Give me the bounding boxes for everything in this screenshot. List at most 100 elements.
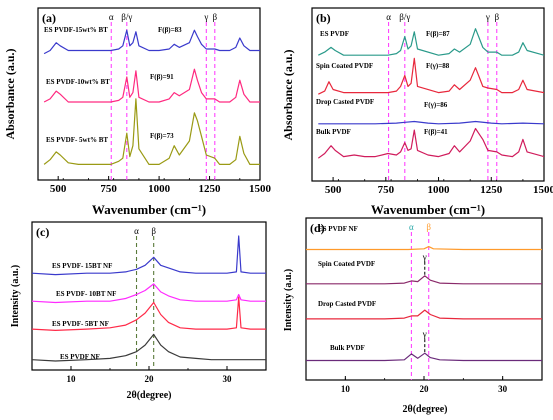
x-tick-label: 1500 <box>249 183 272 195</box>
peak-marker-label: β <box>494 12 499 22</box>
series-line-b-2 <box>318 120 544 125</box>
series-label: Bulk PVDF <box>330 344 365 352</box>
panel-d-series <box>306 246 542 362</box>
panel-a-frame <box>37 7 261 181</box>
series-line-c-2 <box>32 296 266 331</box>
panel-d-xlabel: 2θ(degree) <box>402 404 447 415</box>
peak-marker-label: α <box>109 12 114 22</box>
panel-b-series <box>317 28 544 159</box>
panel-d-peak-markers: α β γ γ <box>409 222 431 380</box>
x-tick-label: 1500 <box>533 184 553 196</box>
panel-c-xlabel: 2θ(degree) <box>126 390 171 401</box>
series-label: ES PVDF- 10BT NF <box>56 290 116 298</box>
panel-a-xticks: 500 750 1000 1250 1500 <box>37 176 272 195</box>
series-label: Drop Casted PVDF <box>316 98 374 106</box>
x-tick-label: 500 <box>325 184 342 196</box>
series-line-b-1 <box>318 57 544 95</box>
panel-d-ylabel: Intensity (a.u.) <box>283 269 294 332</box>
series-line-a-0 <box>43 29 260 55</box>
series-label: ES PVDF-15wt% BT <box>44 26 108 34</box>
peak-marker-label: γ <box>203 12 208 22</box>
peak-marker-label: β/γ <box>121 12 132 22</box>
series-line-d-0 <box>306 246 542 251</box>
panel-d-series-labels: ES PVDF NF Spin Coated PVDF Drop Casted … <box>318 225 376 352</box>
x-tick-label: 1250 <box>199 183 222 195</box>
panel-b-xticks: 500 750 1000 1250 1500 <box>311 177 553 196</box>
x-tick-label: 750 <box>378 184 395 196</box>
panel-c-xrd-bt-composites: (c) Intensity (a.u.) 2θ(degree) 10 20 30 α… <box>10 221 267 401</box>
panel-b-xlabel: Wavenumber (cm⁻¹) <box>371 202 485 217</box>
x-tick-label: 1250 <box>480 184 503 196</box>
panel-d-xticks: 10 20 30 <box>305 376 543 394</box>
x-tick-label: 1000 <box>428 184 451 196</box>
peak-marker-label: γ <box>485 12 490 22</box>
series-annotation: F(β)=91 <box>150 73 174 81</box>
series-label: ES PVDF- 15BT NF <box>52 262 112 270</box>
peak-marker-label: β <box>151 226 156 236</box>
panel-b-ftir-pvdf-methods: (b) Absorbance (a.u.) Wavenumber (cm⁻¹) … <box>281 7 553 217</box>
panel-d-frame <box>305 217 543 381</box>
panel-d-label: (d) <box>310 221 325 235</box>
panel-c-series <box>32 235 266 362</box>
x-tick-label: 500 <box>50 183 67 195</box>
series-label: ES PVDF- 5BT NF <box>52 320 109 328</box>
series-label: ES PVDF-10wt% BT <box>46 78 110 86</box>
panel-a-ylabel: Absorbance (a.u.) <box>3 48 17 139</box>
series-annotation: F(β)=83 <box>158 26 182 34</box>
series-label: Bulk PVDF <box>316 128 351 136</box>
panel-a-xlabel: Wavenumber (cm⁻¹) <box>92 202 206 217</box>
series-annotation: F(β)=87 <box>426 30 450 38</box>
peak-marker-label: α <box>134 226 139 236</box>
series-label: ES PVDF <box>320 30 349 38</box>
series-label: Spin Coated PVDF <box>318 260 375 268</box>
series-line-c-0 <box>32 235 266 276</box>
peak-marker-label: α <box>409 222 414 232</box>
series-label: ES PVDF NF <box>318 225 358 233</box>
series-line-d-3 <box>306 352 542 362</box>
series-annotation: F(γ)=88 <box>426 62 450 70</box>
series-line-b-0 <box>318 28 544 56</box>
panel-a-label: (a) <box>42 11 56 25</box>
series-annotation: F(γ)=86 <box>424 101 448 109</box>
panel-c-series-labels: ES PVDF- 15BT NF ES PVDF- 10BT NF ES PVD… <box>52 262 116 361</box>
x-tick-label: 10 <box>67 374 77 384</box>
series-annotation: F(β)=41 <box>424 128 448 136</box>
panel-c-ylabel: Intensity (a.u.) <box>10 265 21 328</box>
panel-c-label: (c) <box>36 225 49 239</box>
series-line-b-3 <box>317 127 544 159</box>
panel-a-series <box>43 29 260 165</box>
peak-marker-label: α <box>386 12 391 22</box>
series-line-d-2 <box>306 309 542 320</box>
x-tick-label: 10 <box>341 384 351 394</box>
peak-marker-label: β <box>426 222 431 232</box>
series-line-c-1 <box>32 283 266 304</box>
panel-a-series-labels: ES PVDF-15wt% BT F(β)=83 ES PVDF-10wt% B… <box>44 26 182 144</box>
series-line-a-2 <box>43 98 260 165</box>
panel-d-xrd-pvdf-methods: (d) Intensity (a.u.) 2θ(degree) 10 20 30 α… <box>283 217 543 415</box>
x-tick-label: 30 <box>498 384 508 394</box>
panel-a-peak-markers: α β/γ γ β <box>109 12 217 180</box>
panel-b-series-labels: ES PVDF F(β)=87 Spin Coated PVDF F(γ)=88… <box>316 30 450 136</box>
series-line-a-1 <box>43 68 260 103</box>
panel-c-xticks: 10 20 30 <box>31 366 267 384</box>
series-label: Spin Coated PVDF <box>316 62 373 70</box>
panel-a-ftir-bt-composites: (a) Absorbance (a.u.) Wavenumber (cm⁻¹) … <box>3 7 272 217</box>
series-label: ES PVDF- 5wt% BT <box>46 136 108 144</box>
x-tick-label: 30 <box>223 374 233 384</box>
series-line-c-3 <box>32 333 266 362</box>
peak-marker-label: β <box>212 12 217 22</box>
series-line-d-1 <box>306 275 542 285</box>
series-annotation: F(β)=73 <box>150 132 174 140</box>
panel-b-peak-markers: α β/γ γ β <box>386 12 499 181</box>
x-tick-label: 20 <box>420 384 430 394</box>
series-label: ES PVDF NF <box>60 353 100 361</box>
x-tick-label: 20 <box>145 374 155 384</box>
panel-b-ylabel: Absorbance (a.u.) <box>281 49 295 140</box>
gamma-marker-label: γ <box>422 329 427 339</box>
x-tick-label: 750 <box>100 183 117 195</box>
peak-marker-label: β/γ <box>399 12 410 22</box>
x-tick-label: 1000 <box>148 183 171 195</box>
panel-b-label: (b) <box>316 11 331 25</box>
